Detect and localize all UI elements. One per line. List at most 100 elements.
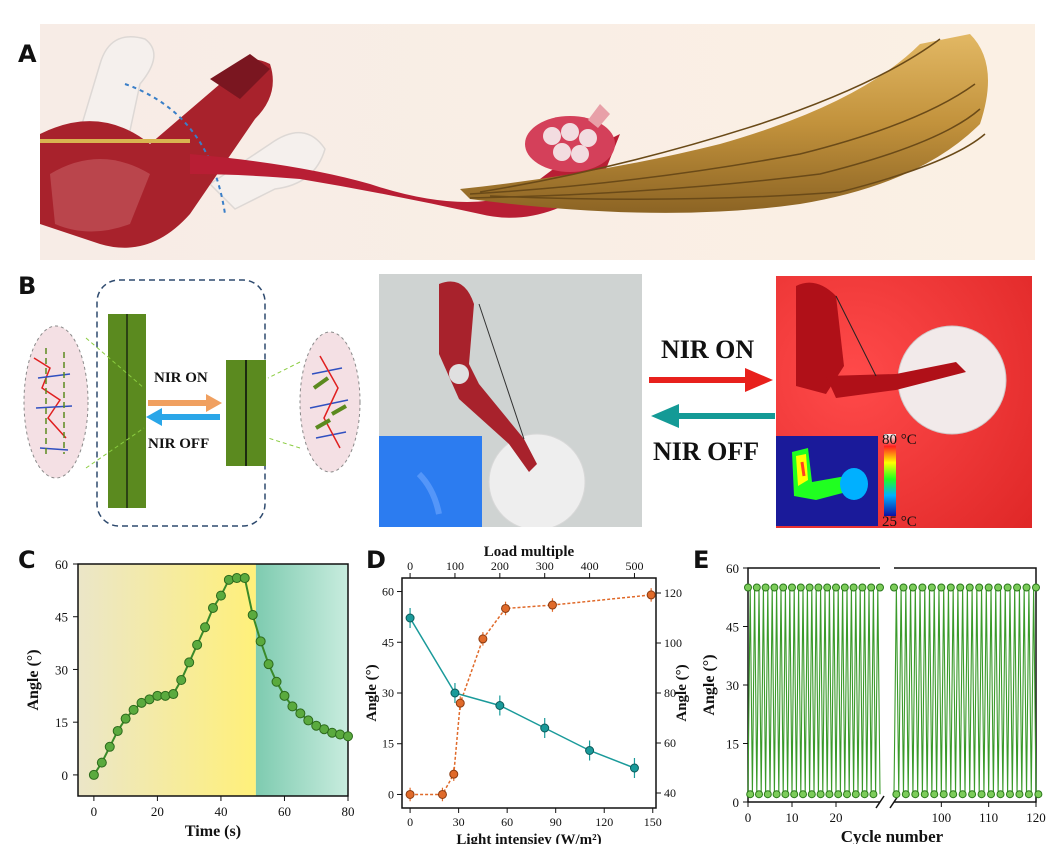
photo-nir-on-label: NIR ON [661,335,754,364]
data-point-orange [501,603,511,613]
peak-marker [840,583,849,592]
panel-label-d: D [366,546,386,574]
peak-marker [1032,583,1040,592]
artificial-fiber-bundle [460,34,988,213]
arm-muscle [40,54,273,248]
trough-marker [799,790,807,799]
trough-marker [1005,790,1014,799]
trough-marker [755,790,763,799]
data-point-orange [646,590,656,600]
plot-frame [77,563,349,797]
trough-marker [807,790,816,799]
y-tick-label: 15 [55,715,68,730]
y-tick-label: 30 [726,678,739,693]
x-tick-label: 150 [644,815,662,829]
y-tick-label: 30 [382,686,394,700]
y-tick-label: 60 [55,557,68,572]
peak-marker [1003,583,1012,592]
data-point-orange [405,789,415,799]
x-tick-label: 60 [278,804,291,819]
schematic-nir-on-label: NIR ON [154,370,208,386]
peak-marker [975,583,984,592]
x2-tick-label: 400 [581,559,599,573]
network-contracted [299,331,361,473]
data-point [128,704,139,715]
data-point-orange [547,600,557,610]
data-point-teal [450,688,460,698]
peak-marker [956,583,965,592]
x-tick-label: 100 [932,810,952,825]
data-point [247,609,258,620]
x-tick-label: 20 [151,804,164,819]
y2-tick-label: 40 [664,786,676,800]
trough-marker [911,790,920,799]
trough-marker [977,790,986,799]
photo-nir-off-label: NIR OFF [653,437,759,466]
x2-tick-label: 200 [491,559,509,573]
peak-marker [1013,583,1022,592]
trough-marker [816,790,825,799]
data-point [239,573,250,584]
x2-tick-label: 300 [536,559,554,573]
trough-marker [1034,790,1043,799]
thermal-scale-bar [884,434,896,516]
peak-marker [770,583,779,592]
x-axis-label: Light intensiey (W/m²) [456,832,601,844]
trough-marker [892,790,901,799]
y-tick-label: 15 [382,737,394,751]
schematic-nir-off-label: NIR OFF [148,436,209,452]
peak-marker [814,583,823,592]
trough-marker [869,790,878,799]
x-tick-label: 110 [979,810,998,825]
y-axis-label: Angle (°) [701,654,718,715]
y2-tick-label: 80 [664,686,676,700]
photo-arm-relaxed [379,274,642,527]
peak-marker [946,583,955,592]
y-tick-label: 45 [726,620,739,635]
x-tick-label: 40 [214,804,227,819]
x-axis-label: Time (s) [185,823,241,840]
peak-marker [918,583,927,592]
panel-label-a: A [18,40,37,68]
trough-marker [860,790,869,799]
trough-marker [996,790,1005,799]
chart-e: 0 10 20 100 110 120 0 15 30 45 60 Cycle number Angle… [701,561,1046,844]
data-point-orange [437,789,447,799]
data-point-teal [629,763,639,773]
trough-marker [949,790,958,799]
panel-b-schematic: NIR ON NIR OFF [23,279,361,527]
chart-c: 0 20 40 60 80 0 15 30 45 60 Time (s) Angle (°) [25,557,355,840]
peak-marker [965,583,974,592]
data-point-teal [585,746,595,755]
region-nir-off [255,564,348,796]
nir-off-arrow [146,408,220,426]
y-tick-label: 45 [382,635,394,649]
peak-marker [823,583,832,592]
trough-marker [958,790,967,799]
data-point [120,713,131,724]
inset-blue-photo [379,436,482,527]
y2-axis-label: Angle (°) [674,664,690,721]
peak-marker [761,583,770,592]
trough-marker [772,790,781,799]
y2-tick-label: 60 [664,736,676,750]
x-tick-label: 60 [501,815,513,829]
peak-marker [752,583,761,592]
y-tick-label: 0 [62,768,69,783]
region-nir-on [78,564,256,796]
data-point [279,690,290,701]
nir-on-arrow [148,394,222,412]
trough-marker [968,790,977,799]
x-tick-label: 120 [1026,810,1046,825]
peak-marker [890,583,898,592]
y-tick-label: 30 [55,662,68,677]
data-point [215,590,226,601]
y-tick-label: 45 [55,610,68,625]
y2-tick-label: 100 [664,636,682,650]
x2-axis-label: Load multiple [484,544,575,560]
data-point [176,675,187,685]
network-stretched [23,325,89,479]
data-point-orange [478,634,488,644]
panel-a-illustration [40,24,1035,260]
chart-d: 0 30 60 90 120 150 0 15 30 45 60 0 100 200 300 400 500 40… [364,544,690,844]
